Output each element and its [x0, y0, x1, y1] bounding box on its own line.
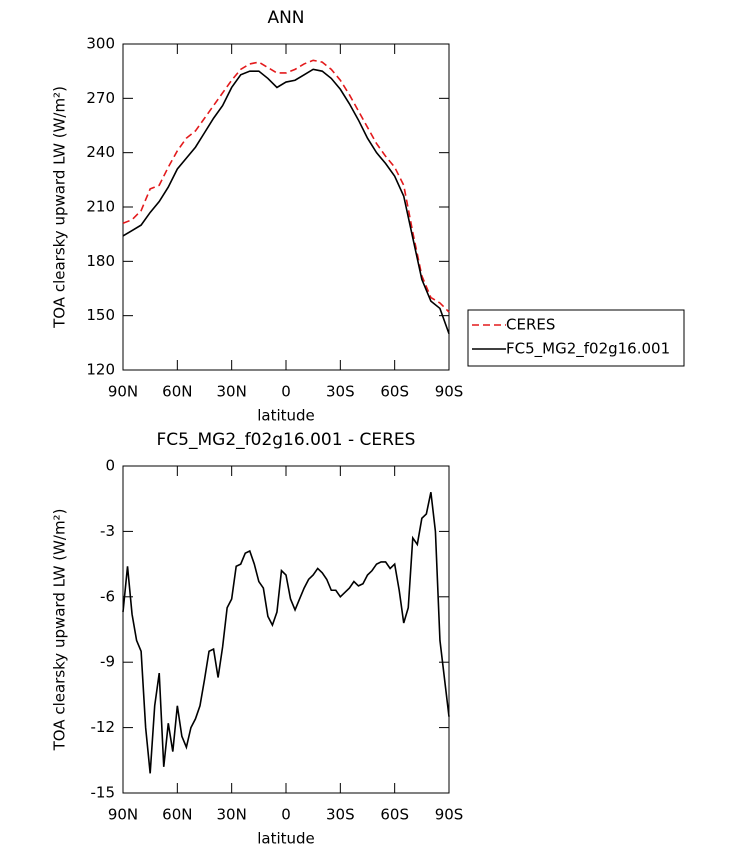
y-tick-label: 150 — [86, 306, 115, 324]
legend-box — [467, 309, 685, 367]
y-tick-label: -12 — [91, 718, 116, 736]
legend-label: CERES — [506, 316, 555, 334]
y-axis-label: TOA clearsky upward LW (W/m²) — [51, 86, 69, 329]
x-tick-label: 30N — [217, 383, 247, 401]
x-tick-label: 30N — [217, 806, 247, 824]
y-tick-label: -6 — [100, 587, 115, 605]
legend-label: FC5_MG2_f02g16.001 — [506, 340, 670, 359]
y-tick-label: 300 — [86, 35, 115, 53]
plot-title: ANN — [267, 8, 304, 28]
data-line — [122, 59, 450, 313]
plot-frame — [122, 465, 450, 794]
plot-title: FC5_MG2_f02g16.001 - CERES — [157, 430, 416, 450]
x-tick-label: 90N — [108, 383, 138, 401]
plot-frame — [122, 43, 450, 371]
x-tick-label: 0 — [281, 806, 291, 824]
x-tick-label: 30S — [326, 383, 355, 401]
x-tick-label: 90S — [435, 806, 464, 824]
x-axis-label: latitude — [257, 407, 315, 425]
x-tick-label: 60N — [162, 383, 192, 401]
x-tick-label: 60S — [380, 383, 409, 401]
x-tick-label: 60S — [380, 806, 409, 824]
y-tick-label: -15 — [91, 784, 116, 802]
y-tick-label: 240 — [86, 143, 115, 161]
data-line — [122, 491, 450, 774]
x-tick-label: 90N — [108, 806, 138, 824]
x-tick-label: 30S — [326, 806, 355, 824]
y-tick-label: 120 — [86, 361, 115, 379]
y-tick-label: -9 — [100, 653, 115, 671]
y-tick-label: -3 — [100, 522, 115, 540]
x-tick-label: 90S — [435, 383, 464, 401]
x-tick-label: 60N — [162, 806, 192, 824]
x-axis-label: latitude — [257, 830, 315, 848]
y-tick-label: 180 — [86, 252, 115, 270]
y-tick-label: 0 — [105, 457, 115, 475]
y-tick-label: 210 — [86, 198, 115, 216]
data-line — [122, 68, 450, 335]
y-tick-label: 270 — [86, 89, 115, 107]
y-axis-label: TOA clearsky upward LW (W/m²) — [51, 509, 69, 752]
x-tick-label: 0 — [281, 383, 291, 401]
